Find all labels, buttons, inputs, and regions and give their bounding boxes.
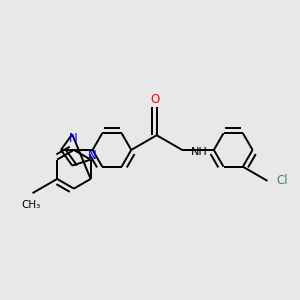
- Text: N: N: [88, 149, 97, 162]
- Text: O: O: [150, 94, 159, 106]
- Text: N: N: [69, 132, 78, 145]
- Text: CH₃: CH₃: [21, 200, 40, 210]
- Text: Cl: Cl: [276, 174, 288, 188]
- Text: NH: NH: [191, 147, 208, 157]
